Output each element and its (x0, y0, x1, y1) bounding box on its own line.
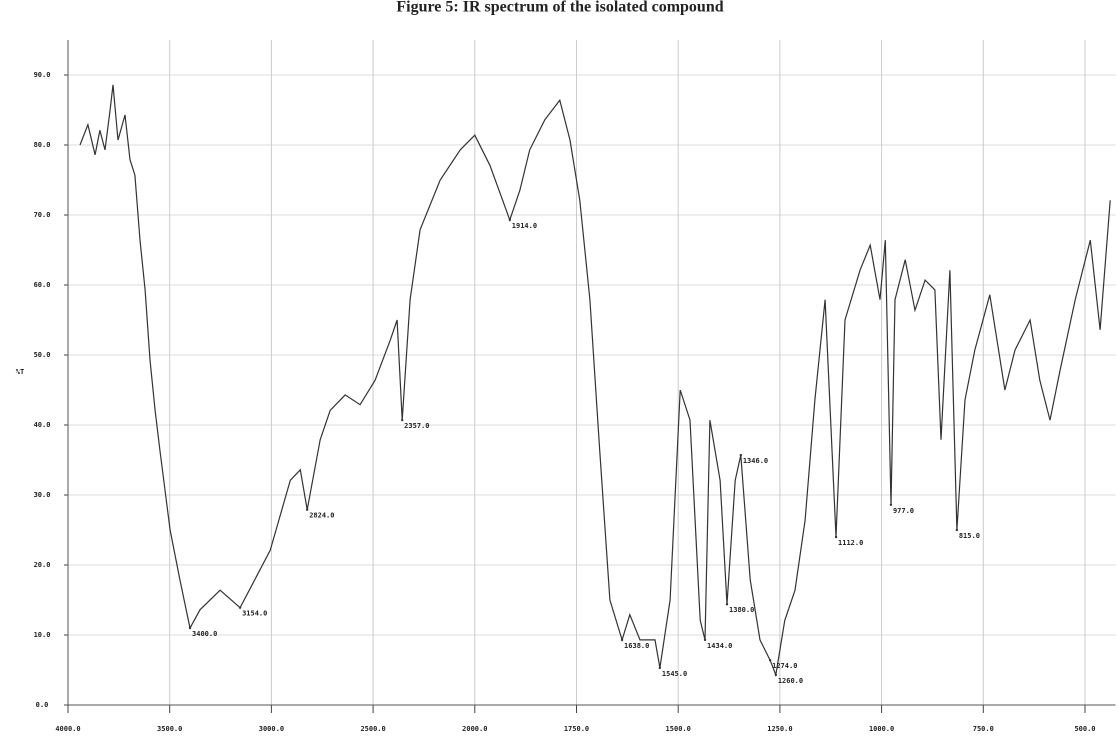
x-tick-label: 1250.0 (767, 725, 792, 733)
peak-label: 3154.0 (242, 610, 267, 618)
peak-marker (305, 508, 309, 511)
peak-marker (188, 626, 192, 630)
peak-label: 2357.0 (404, 422, 429, 430)
y-tick-label: 20.0 (34, 561, 51, 569)
peak-marker (658, 666, 662, 670)
x-tick-label: 500.0 (1074, 725, 1095, 733)
peak-marker (889, 503, 893, 506)
x-tick-label: 2000.0 (462, 725, 487, 733)
y-tick-label: 50.0 (34, 351, 51, 359)
spectrum-line (79, 84, 1111, 678)
peak-label: 1380.0 (729, 606, 754, 614)
peak-label: 3400.0 (192, 630, 217, 638)
peak-marker (739, 453, 743, 457)
peak-marker (703, 638, 707, 642)
y-tick-label: 40.0 (34, 421, 51, 429)
peak-label: 815.0 (959, 532, 980, 540)
x-tick-label: 1500.0 (666, 725, 691, 733)
peak-label: 1545.0 (662, 670, 687, 678)
peak-marker (834, 535, 838, 539)
peak-label: 1274.0 (772, 662, 797, 670)
peak-marker (238, 606, 242, 609)
y-tick-label: 80.0 (34, 141, 51, 149)
y-axis-label: %T (16, 368, 24, 376)
x-tick-label: 1750.0 (564, 725, 589, 733)
peak-marker (508, 218, 511, 222)
x-tick-label: 1000.0 (869, 725, 894, 733)
chart-title: Figure 5: IR spectrum of the isolated co… (396, 0, 723, 16)
y-tick-label: 70.0 (34, 211, 51, 219)
peak-marker (620, 638, 624, 642)
peak-label: 2824.0 (309, 512, 334, 520)
peak-label: 1260.0 (778, 677, 803, 685)
y-tick-label: 30.0 (34, 491, 51, 499)
y-tick-label: 0.0 (36, 701, 49, 709)
peak-label: 1434.0 (707, 642, 732, 650)
peak-marker (768, 659, 772, 662)
y-tick-label: 90.0 (34, 71, 51, 79)
peak-marker (955, 528, 959, 532)
x-tick-label: 3000.0 (259, 725, 284, 733)
peak-label: 1346.0 (743, 457, 768, 465)
peak-label: 1638.0 (624, 642, 649, 650)
x-tick-label: 750.0 (973, 725, 994, 733)
peak-label: 1112.0 (838, 539, 863, 547)
peak-marker (725, 603, 729, 606)
x-tick-label: 3500.0 (157, 725, 182, 733)
y-tick-label: 60.0 (34, 281, 51, 289)
peak-label: 1914.0 (512, 222, 537, 230)
x-tick-label: 4000.0 (55, 725, 80, 733)
x-tick-label: 2500.0 (360, 725, 385, 733)
peak-marker (774, 673, 778, 677)
peak-label: 977.0 (893, 507, 914, 515)
peak-marker (400, 418, 404, 422)
y-tick-label: 10.0 (34, 631, 51, 639)
